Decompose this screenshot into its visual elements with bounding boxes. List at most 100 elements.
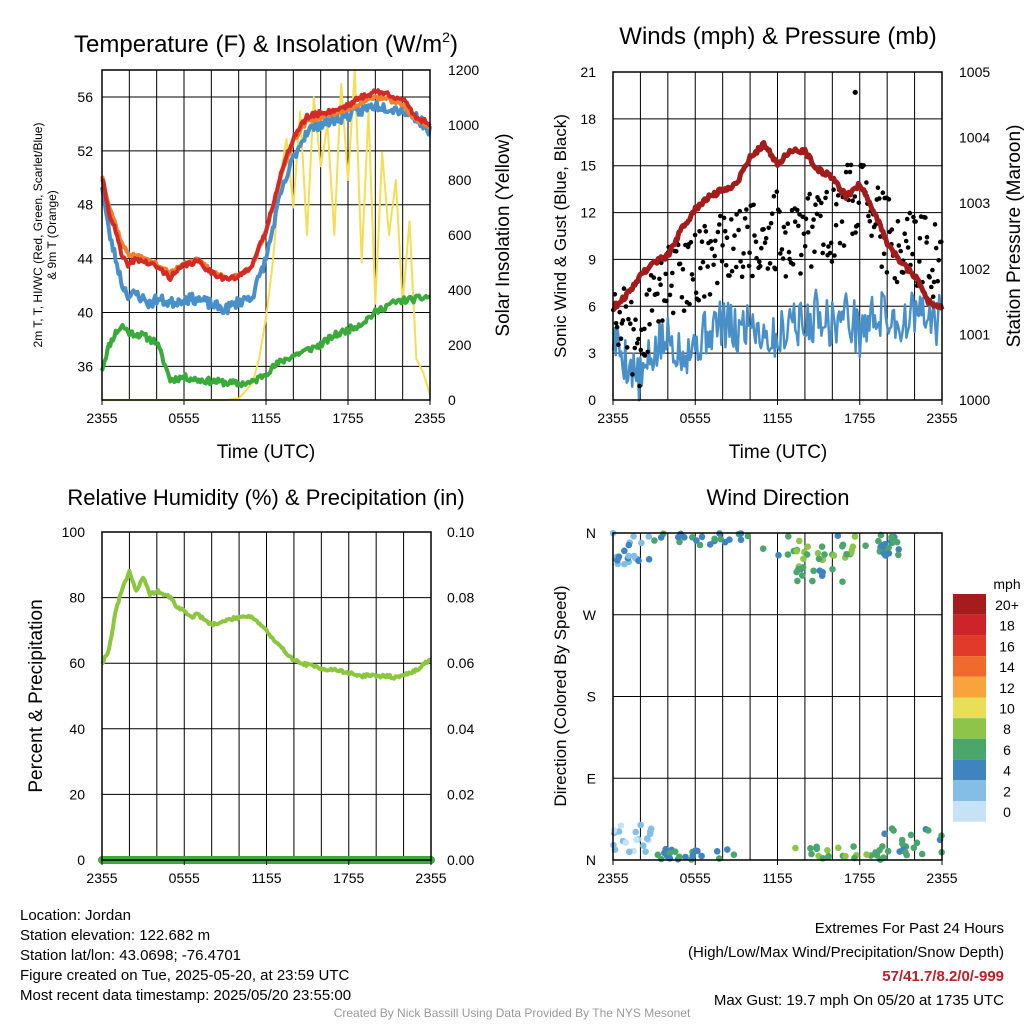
title-superscript: 2 — [442, 29, 450, 45]
direction-point — [873, 852, 881, 859]
legend-swatch — [953, 718, 986, 739]
gust-point — [879, 264, 884, 270]
gust-point — [702, 294, 707, 299]
gust-point — [813, 202, 818, 207]
gust-point — [664, 298, 669, 304]
gust-point — [875, 185, 881, 190]
gust-point — [690, 277, 696, 282]
gust-point — [715, 280, 720, 286]
gust-point — [927, 275, 932, 280]
y-tick-label: N — [586, 852, 596, 868]
direction-point — [610, 827, 618, 834]
legend-swatch — [953, 738, 986, 760]
gust-point — [800, 214, 805, 220]
station-info: Location: Jordan Station elevation: 122.… — [20, 906, 351, 1006]
gust-point — [924, 234, 930, 240]
gust-point — [803, 216, 809, 222]
y-tick-label: 0 — [588, 392, 596, 408]
gust-point — [795, 207, 800, 213]
gust-point — [762, 240, 768, 245]
y2-tick-label: 1200 — [448, 62, 479, 78]
x-tick-label: 2355 — [86, 410, 117, 426]
y-tick-label: 36 — [77, 358, 93, 374]
gust-point — [729, 217, 734, 222]
gust-point — [835, 193, 841, 198]
extremes-title: Extremes For Past 24 Hours — [814, 920, 1004, 937]
direction-point — [851, 533, 859, 540]
direction-point — [809, 577, 816, 585]
gust-point — [895, 219, 901, 224]
y-tick-label: 40 — [69, 721, 85, 737]
gust-point — [740, 264, 746, 270]
gust-point — [617, 309, 622, 315]
direction-point — [862, 542, 869, 549]
gust-point — [667, 292, 673, 298]
gust-point — [904, 216, 910, 222]
gust-point — [746, 263, 752, 269]
gust-point — [724, 235, 730, 240]
gust-point — [722, 228, 728, 234]
gust-point — [618, 336, 624, 342]
gust-point — [713, 238, 718, 244]
gust-point — [923, 215, 928, 220]
direction-point — [625, 541, 633, 549]
direction-point — [925, 827, 932, 834]
legend-label: 10 — [999, 701, 1015, 717]
direction-point — [829, 565, 836, 573]
gust-point — [848, 162, 854, 168]
gust-point — [753, 239, 759, 245]
gust-point — [712, 253, 717, 259]
gust-point — [734, 212, 739, 217]
gust-point — [656, 319, 661, 324]
gust-point — [733, 264, 739, 270]
gust-point — [901, 270, 906, 275]
gust-point — [820, 250, 825, 256]
x-tick-label: 2355 — [926, 410, 957, 426]
gust-point — [924, 240, 929, 245]
gust-point — [799, 252, 804, 258]
gust-point — [702, 223, 707, 229]
gust-point — [633, 317, 638, 323]
y-axis-label: Percent & Precipitation — [26, 599, 47, 792]
location-text: Location: Jordan — [20, 907, 131, 924]
direction-point — [637, 821, 644, 829]
y-axis-label-line2: & 9m T (Orange) — [45, 190, 59, 280]
y-tick-label: 52 — [77, 143, 93, 159]
gust-point — [903, 238, 909, 244]
direction-point — [849, 543, 857, 550]
direction-point — [689, 852, 696, 860]
gust-point — [761, 227, 766, 232]
legend-swatch — [953, 635, 986, 657]
gust-point — [629, 299, 634, 305]
legend-swatch — [953, 676, 986, 698]
gust-point — [657, 276, 662, 282]
gust-point — [917, 236, 923, 241]
gust-point — [886, 197, 892, 202]
y-tick-label: 15 — [580, 158, 596, 174]
y-tick-label: 40 — [77, 304, 93, 320]
direction-point — [793, 568, 800, 576]
gust-point — [839, 219, 845, 224]
direction-point — [775, 551, 782, 559]
legend-label: 12 — [999, 680, 1015, 696]
gust-point — [827, 250, 833, 256]
gust-point — [634, 340, 640, 346]
gust-point — [628, 321, 633, 327]
grid — [613, 532, 942, 861]
direction-point — [821, 551, 828, 558]
gust-point — [721, 215, 727, 221]
gust-point — [881, 251, 887, 257]
gust-point — [780, 256, 786, 261]
gust-point — [699, 239, 705, 244]
direction-point — [632, 828, 639, 836]
direction-point — [698, 852, 705, 860]
gust-point — [801, 231, 807, 237]
speed-legend: mph 20+ 18 16 14 12 10 8 6 4 2 0 — [953, 576, 1021, 822]
direction-point — [899, 840, 906, 848]
y2-tick-label: 0.08 — [447, 590, 474, 606]
gust-point — [613, 321, 619, 326]
gust-point — [773, 266, 778, 272]
y-tick-label: 18 — [580, 111, 596, 127]
